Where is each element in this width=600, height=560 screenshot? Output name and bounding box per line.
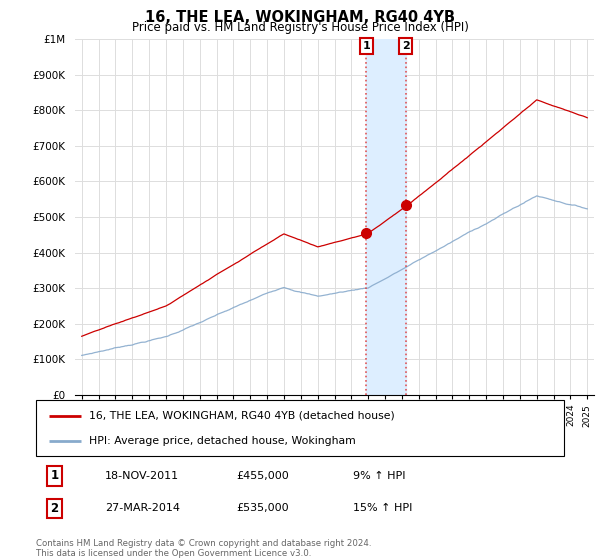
- FancyBboxPatch shape: [36, 400, 564, 456]
- Bar: [366, 39, 406, 395]
- Text: 18-NOV-2011: 18-NOV-2011: [104, 471, 179, 481]
- Text: Price paid vs. HM Land Registry's House Price Index (HPI): Price paid vs. HM Land Registry's House …: [131, 21, 469, 34]
- Text: £535,000: £535,000: [236, 503, 289, 514]
- Text: Contains HM Land Registry data © Crown copyright and database right 2024.
This d: Contains HM Land Registry data © Crown c…: [36, 539, 371, 558]
- Text: 16, THE LEA, WOKINGHAM, RG40 4YB (detached house): 16, THE LEA, WOKINGHAM, RG40 4YB (detach…: [89, 410, 395, 421]
- Text: HPI: Average price, detached house, Wokingham: HPI: Average price, detached house, Woki…: [89, 436, 356, 446]
- Text: 1: 1: [362, 41, 370, 51]
- Text: 2: 2: [402, 41, 410, 51]
- Text: 1: 1: [50, 469, 59, 482]
- Text: 2: 2: [50, 502, 59, 515]
- Text: 16, THE LEA, WOKINGHAM, RG40 4YB: 16, THE LEA, WOKINGHAM, RG40 4YB: [145, 10, 455, 25]
- Text: 9% ↑ HPI: 9% ↑ HPI: [353, 471, 406, 481]
- Text: £455,000: £455,000: [236, 471, 289, 481]
- Text: 15% ↑ HPI: 15% ↑ HPI: [353, 503, 412, 514]
- Text: 27-MAR-2014: 27-MAR-2014: [104, 503, 179, 514]
